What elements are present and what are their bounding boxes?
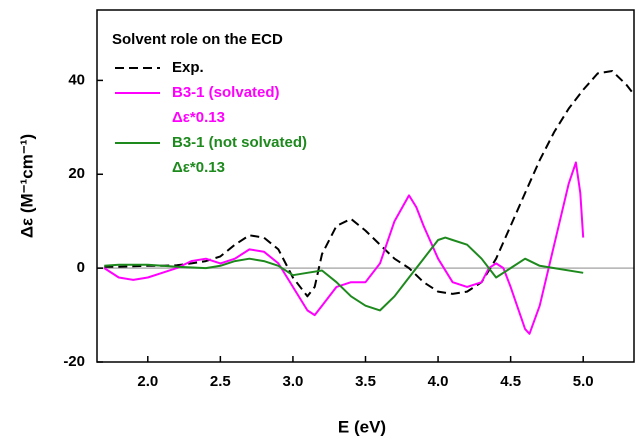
x-tick-label: 5.0 — [573, 373, 594, 390]
x-tick-label: 3.5 — [355, 373, 376, 390]
y-tick-label: 0 — [77, 259, 85, 276]
legend-label: B3-1 (solvated) — [172, 84, 280, 101]
x-axis-label: E (eV) — [338, 417, 386, 436]
data-line — [103, 161, 585, 335]
legend-title: Solvent role on the ECD — [112, 31, 283, 48]
legend-note: Δε*0.13 — [172, 109, 225, 126]
y-tick-label: 40 — [68, 71, 85, 88]
data-line — [104, 236, 584, 312]
x-tick-label: 2.0 — [137, 373, 158, 390]
x-tick-label: 4.5 — [500, 373, 521, 390]
legend-label: B3-1 (not solvated) — [172, 134, 307, 151]
x-tick-label: 4.0 — [428, 373, 449, 390]
legend-note: Δε*0.13 — [172, 159, 225, 176]
x-tick-label: 2.5 — [210, 373, 231, 390]
y-axis-label: Δε (M⁻¹cm⁻¹) — [17, 134, 36, 238]
x-tick-label: 3.0 — [283, 373, 304, 390]
y-tick-label: 20 — [68, 165, 85, 182]
legend-label: Exp. — [172, 59, 204, 76]
data-line — [104, 70, 635, 298]
y-tick-label: -20 — [63, 353, 85, 370]
